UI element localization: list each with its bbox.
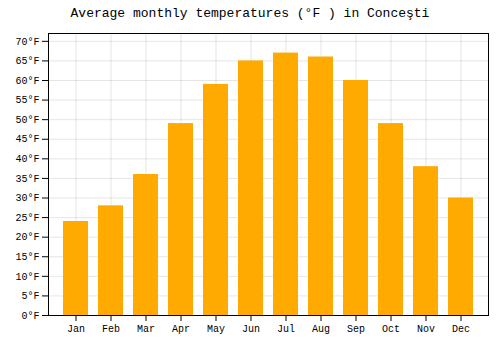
svg-text:45°F: 45°F xyxy=(15,134,39,145)
svg-text:Dec: Dec xyxy=(452,324,470,335)
svg-text:25°F: 25°F xyxy=(15,213,39,224)
svg-text:15°F: 15°F xyxy=(15,252,39,263)
svg-text:20°F: 20°F xyxy=(15,232,39,243)
svg-text:May: May xyxy=(207,324,225,335)
svg-text:50°F: 50°F xyxy=(15,115,39,126)
svg-text:10°F: 10°F xyxy=(15,272,39,283)
svg-text:30°F: 30°F xyxy=(15,193,39,204)
svg-text:5°F: 5°F xyxy=(21,291,39,302)
svg-text:40°F: 40°F xyxy=(15,154,39,165)
svg-text:70°F: 70°F xyxy=(15,37,39,48)
svg-text:Jan: Jan xyxy=(67,324,85,335)
html-text:Average monthly temperatures (: Average monthly temperatures (°F ) in Co… xyxy=(70,6,430,21)
svg-text:Jul: Jul xyxy=(277,324,295,335)
svg-text:0°F: 0°F xyxy=(21,311,39,322)
svg-text:Oct: Oct xyxy=(382,324,400,335)
svg-text:Jun: Jun xyxy=(242,324,260,335)
svg-text:Aug: Aug xyxy=(312,324,330,335)
svg-text:65°F: 65°F xyxy=(15,56,39,67)
svg-text:Mar: Mar xyxy=(137,324,155,335)
svg-text:Nov: Nov xyxy=(417,324,435,335)
svg-text:Apr: Apr xyxy=(172,324,190,335)
svg-text:60°F: 60°F xyxy=(15,76,39,87)
svg-text:55°F: 55°F xyxy=(15,95,39,106)
svg-text:35°F: 35°F xyxy=(15,174,39,185)
svg-text:Feb: Feb xyxy=(102,324,120,335)
svg-text:Sep: Sep xyxy=(347,324,365,335)
